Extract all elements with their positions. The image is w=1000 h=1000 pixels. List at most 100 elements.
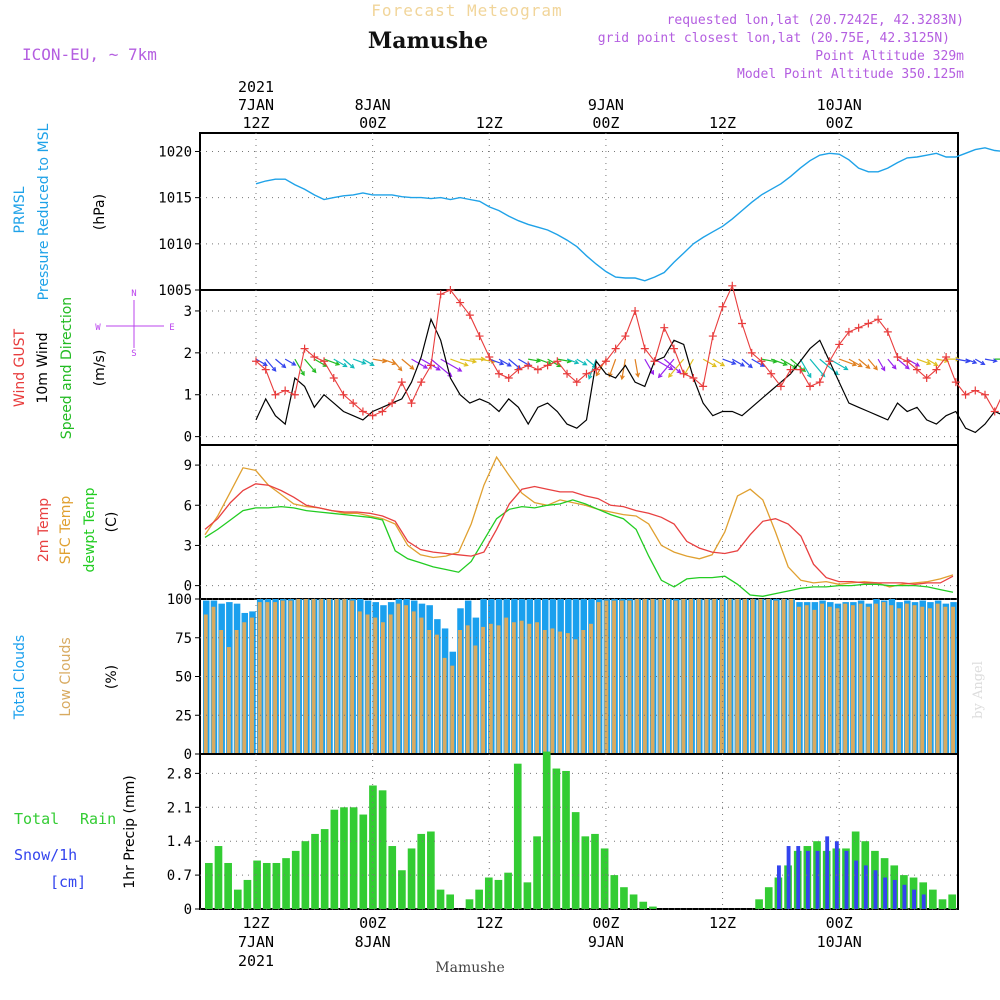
rain-bar xyxy=(320,829,329,909)
time-axis-label: 7JAN xyxy=(238,933,274,951)
requested-coords: requested lon,lat (20.7242E, 42.3283N) xyxy=(667,13,964,28)
precip-axis-label: 1hr Precip (mm) xyxy=(122,775,138,888)
rain-bar xyxy=(542,751,551,909)
wind-direction-arrow xyxy=(984,358,998,364)
low-cloud-bar xyxy=(411,611,416,754)
compass-w: W xyxy=(95,323,101,333)
rain-bar xyxy=(620,887,628,909)
rain-bar xyxy=(291,850,300,909)
gust-marker xyxy=(961,390,970,399)
gust-marker xyxy=(358,407,367,416)
rain-label: Rain xyxy=(80,810,116,828)
snow-bar xyxy=(912,889,917,909)
snow-bar xyxy=(854,860,859,909)
y-tick-label: 1010 xyxy=(158,237,192,253)
rain-bar xyxy=(388,846,397,909)
time-axis-label: 2021 xyxy=(238,952,274,970)
y-tick-label: 1020 xyxy=(158,144,192,160)
rain-bar xyxy=(301,841,310,909)
wind-direction-arrow xyxy=(965,358,978,365)
snow-bar xyxy=(883,877,888,909)
gust-marker xyxy=(281,386,290,395)
low-cloud-bar xyxy=(250,617,254,754)
rain-bar xyxy=(446,894,454,909)
low-cloud-bar xyxy=(488,623,493,754)
temp-2m-line xyxy=(204,483,954,585)
wind-direction-arrow xyxy=(608,358,617,378)
rain-bar xyxy=(639,901,648,909)
low-cloud-bar xyxy=(373,617,378,754)
low-cloud-bar xyxy=(904,603,909,754)
rain-bar xyxy=(330,809,339,909)
y-tick-label: 1.4 xyxy=(167,834,192,850)
credit: by Angel xyxy=(971,661,986,719)
gust-marker xyxy=(271,390,280,399)
gust-marker xyxy=(553,357,562,366)
gust-marker xyxy=(563,369,572,378)
wind-direction-arrow xyxy=(663,358,682,374)
snow-bar xyxy=(844,850,849,909)
wind-direction-arrow xyxy=(712,358,726,367)
wind-gust-label: Wind GUST xyxy=(12,328,28,407)
rain-bar xyxy=(552,768,561,909)
gust-marker xyxy=(854,323,863,332)
temperature-grid xyxy=(200,445,958,599)
gust-marker xyxy=(708,332,717,341)
low-cloud-bar xyxy=(550,628,555,754)
wind-direction-arrow xyxy=(352,358,367,365)
low-cloud-bar xyxy=(627,600,632,754)
wind-direction-arrow xyxy=(858,358,871,370)
rain-bar xyxy=(407,848,416,909)
low-cloud-bar xyxy=(542,630,547,754)
y-tick-label: 0.7 xyxy=(167,868,192,884)
y-tick-label: 0 xyxy=(184,430,192,446)
low-cloud-bar xyxy=(519,620,524,754)
gust-marker xyxy=(835,340,844,349)
low-cloud-bar xyxy=(719,599,724,754)
low-cloud-bar xyxy=(234,630,239,754)
top-time-label: 8JAN xyxy=(355,96,391,114)
wind-direction-arrow xyxy=(498,358,512,367)
snow-bar xyxy=(863,865,868,909)
y-tick-label: 25 xyxy=(175,708,192,724)
wind-direction-arrow xyxy=(528,358,542,364)
gust-marker xyxy=(533,365,542,374)
gust-marker xyxy=(524,361,533,370)
y-tick-label: 75 xyxy=(175,631,192,647)
grid-point-coords: grid point closest lon,lat (20.75E, 42.3… xyxy=(598,31,950,46)
low-cloud-bar xyxy=(226,647,231,754)
time-axis-label: 12Z xyxy=(476,914,503,932)
wind-direction-arrow xyxy=(284,358,297,366)
rain-bar xyxy=(311,833,319,909)
time-axis-label: 12Z xyxy=(709,914,736,932)
gust-marker xyxy=(669,344,678,353)
gust-marker xyxy=(912,365,921,374)
low-cloud-bar xyxy=(658,599,663,754)
rain-bar xyxy=(378,790,387,909)
gust-marker xyxy=(611,344,620,353)
total-clouds-label: Total Clouds xyxy=(12,635,28,720)
y-tick-label: 0 xyxy=(184,902,192,918)
top-time-label: 00Z xyxy=(826,114,853,132)
gust-marker xyxy=(757,357,766,366)
gust-marker xyxy=(475,332,484,341)
low-cloud-bar xyxy=(673,600,678,754)
gust-marker xyxy=(397,378,406,387)
gust-marker xyxy=(951,378,960,387)
low-cloud-bar xyxy=(481,626,486,754)
gust-marker xyxy=(465,311,474,320)
wind-direction-arrow xyxy=(255,358,268,366)
low-cloud-bar xyxy=(866,606,871,754)
low-cloud-bar xyxy=(858,603,863,754)
wind-panel: 0 1 2 3 Wind GUST 10m Wind Speed and Direct… xyxy=(12,281,1000,446)
gust-marker xyxy=(679,369,688,378)
low-cloud-bar xyxy=(920,606,925,754)
gust-marker xyxy=(368,411,377,420)
y-tick-label: 0 xyxy=(184,579,192,595)
rain-bar xyxy=(369,785,377,909)
wind-grid xyxy=(200,290,958,445)
rain-bar xyxy=(523,882,532,909)
rain-bar xyxy=(475,889,483,909)
wind-direction-arrow xyxy=(877,358,886,372)
